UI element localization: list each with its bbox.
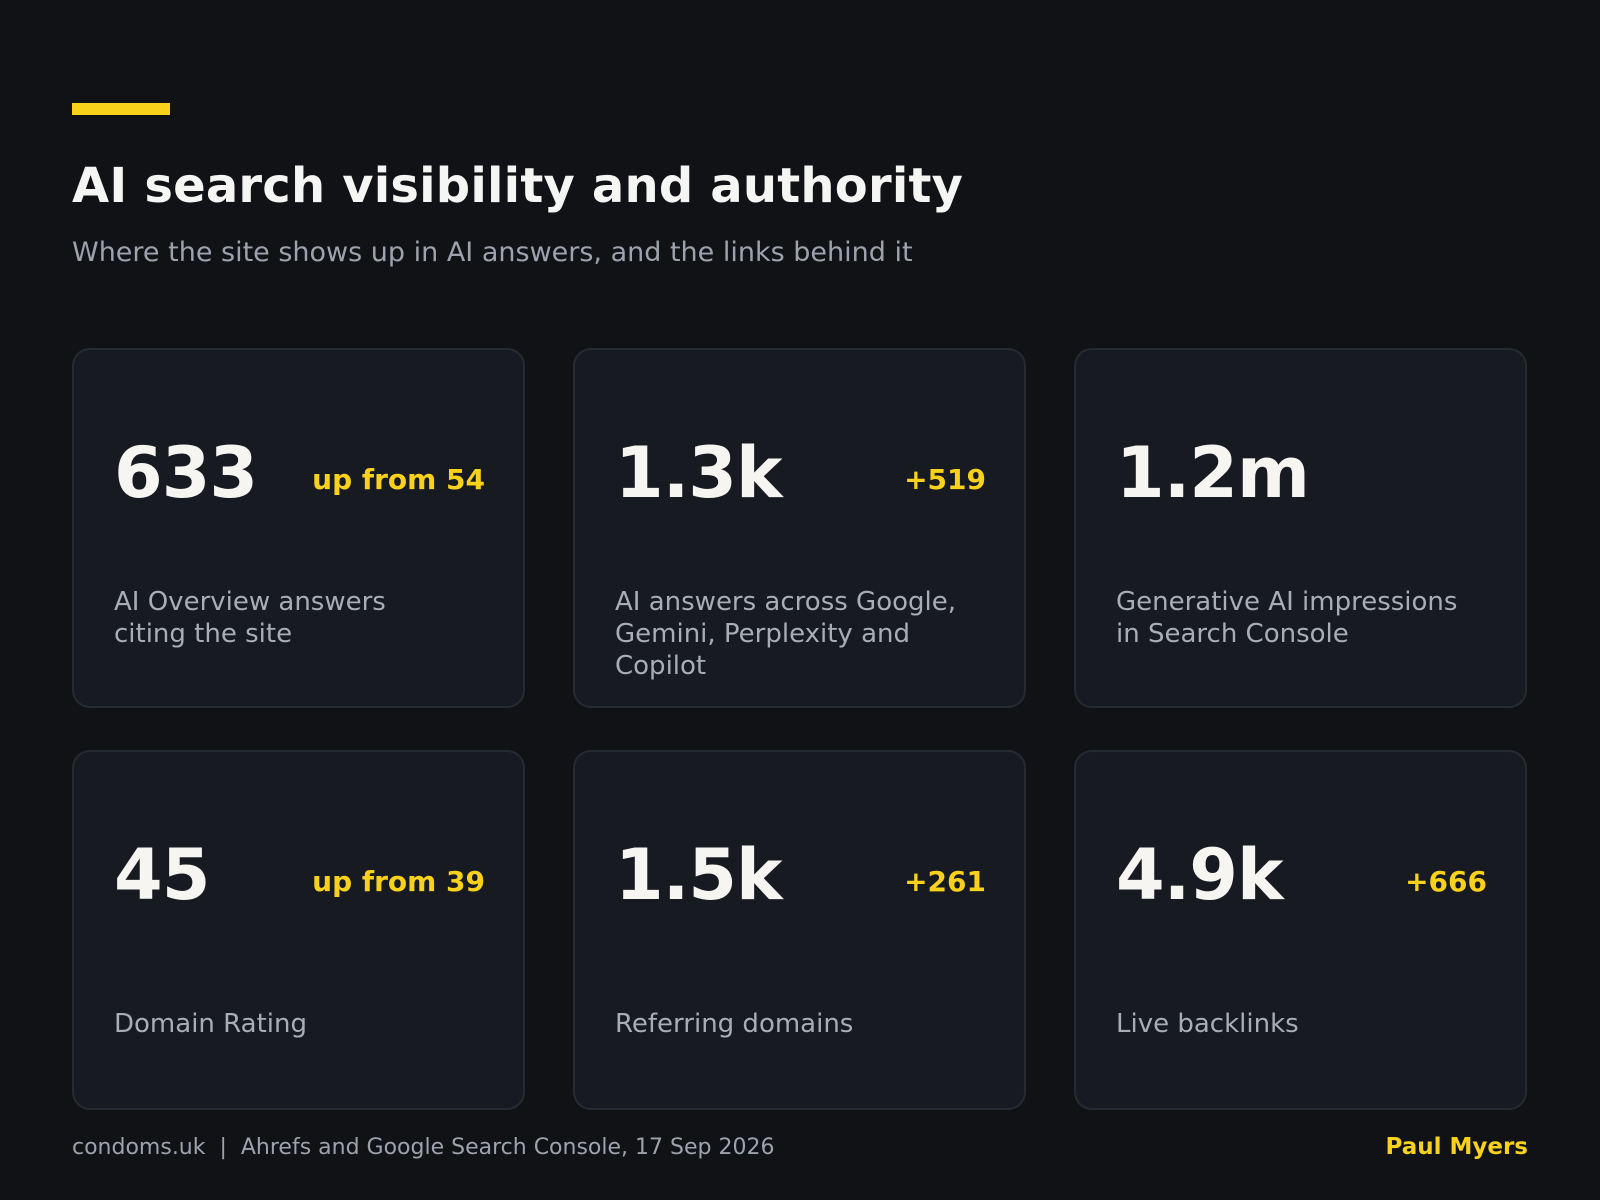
- footer-author: Paul Myers: [1385, 1134, 1528, 1160]
- metric-card-live-backlinks: 4.9k +666 Live backlinks: [1074, 750, 1527, 1110]
- metric-card-generative-ai-impressions: 1.2m Generative AI impressions in Search…: [1074, 348, 1527, 708]
- metric-value: 45: [114, 834, 210, 916]
- metric-card-domain-rating: 45 up from 39 Domain Rating: [72, 750, 525, 1110]
- metric-label: Live backlinks: [1116, 1009, 1299, 1039]
- metric-value: 1.3k: [615, 432, 783, 514]
- metric-delta: up from 54: [312, 463, 485, 496]
- metric-label: AI answers across Google, Gemini, Perple…: [615, 587, 956, 681]
- metric-delta: up from 39: [312, 865, 485, 898]
- footer-source: condoms.uk | Ahrefs and Google Search Co…: [72, 1135, 775, 1160]
- metric-label: AI Overview answers citing the site: [114, 587, 386, 649]
- metric-value: 633: [114, 432, 258, 514]
- metric-value: 4.9k: [1116, 834, 1284, 916]
- metric-label: Domain Rating: [114, 1009, 307, 1039]
- page-subtitle: Where the site shows up in AI answers, a…: [72, 237, 913, 268]
- metric-card-ai-overview-citations: 633 up from 54 AI Overview answers citin…: [72, 348, 525, 708]
- metric-label: Generative AI impressions in Search Cons…: [1116, 587, 1458, 649]
- metrics-grid: 633 up from 54 AI Overview answers citin…: [72, 348, 1528, 1110]
- metric-value: 1.5k: [615, 834, 783, 916]
- metric-value: 1.2m: [1116, 432, 1310, 514]
- metric-card-ai-answers: 1.3k +519 AI answers across Google, Gemi…: [573, 348, 1026, 708]
- metric-delta: +666: [1405, 865, 1487, 898]
- metric-label: Referring domains: [615, 1009, 854, 1039]
- accent-bar: [72, 103, 170, 115]
- metric-delta: +519: [904, 463, 986, 496]
- metric-card-referring-domains: 1.5k +261 Referring domains: [573, 750, 1026, 1110]
- page-title: AI search visibility and authority: [72, 158, 964, 214]
- metric-delta: +261: [904, 865, 986, 898]
